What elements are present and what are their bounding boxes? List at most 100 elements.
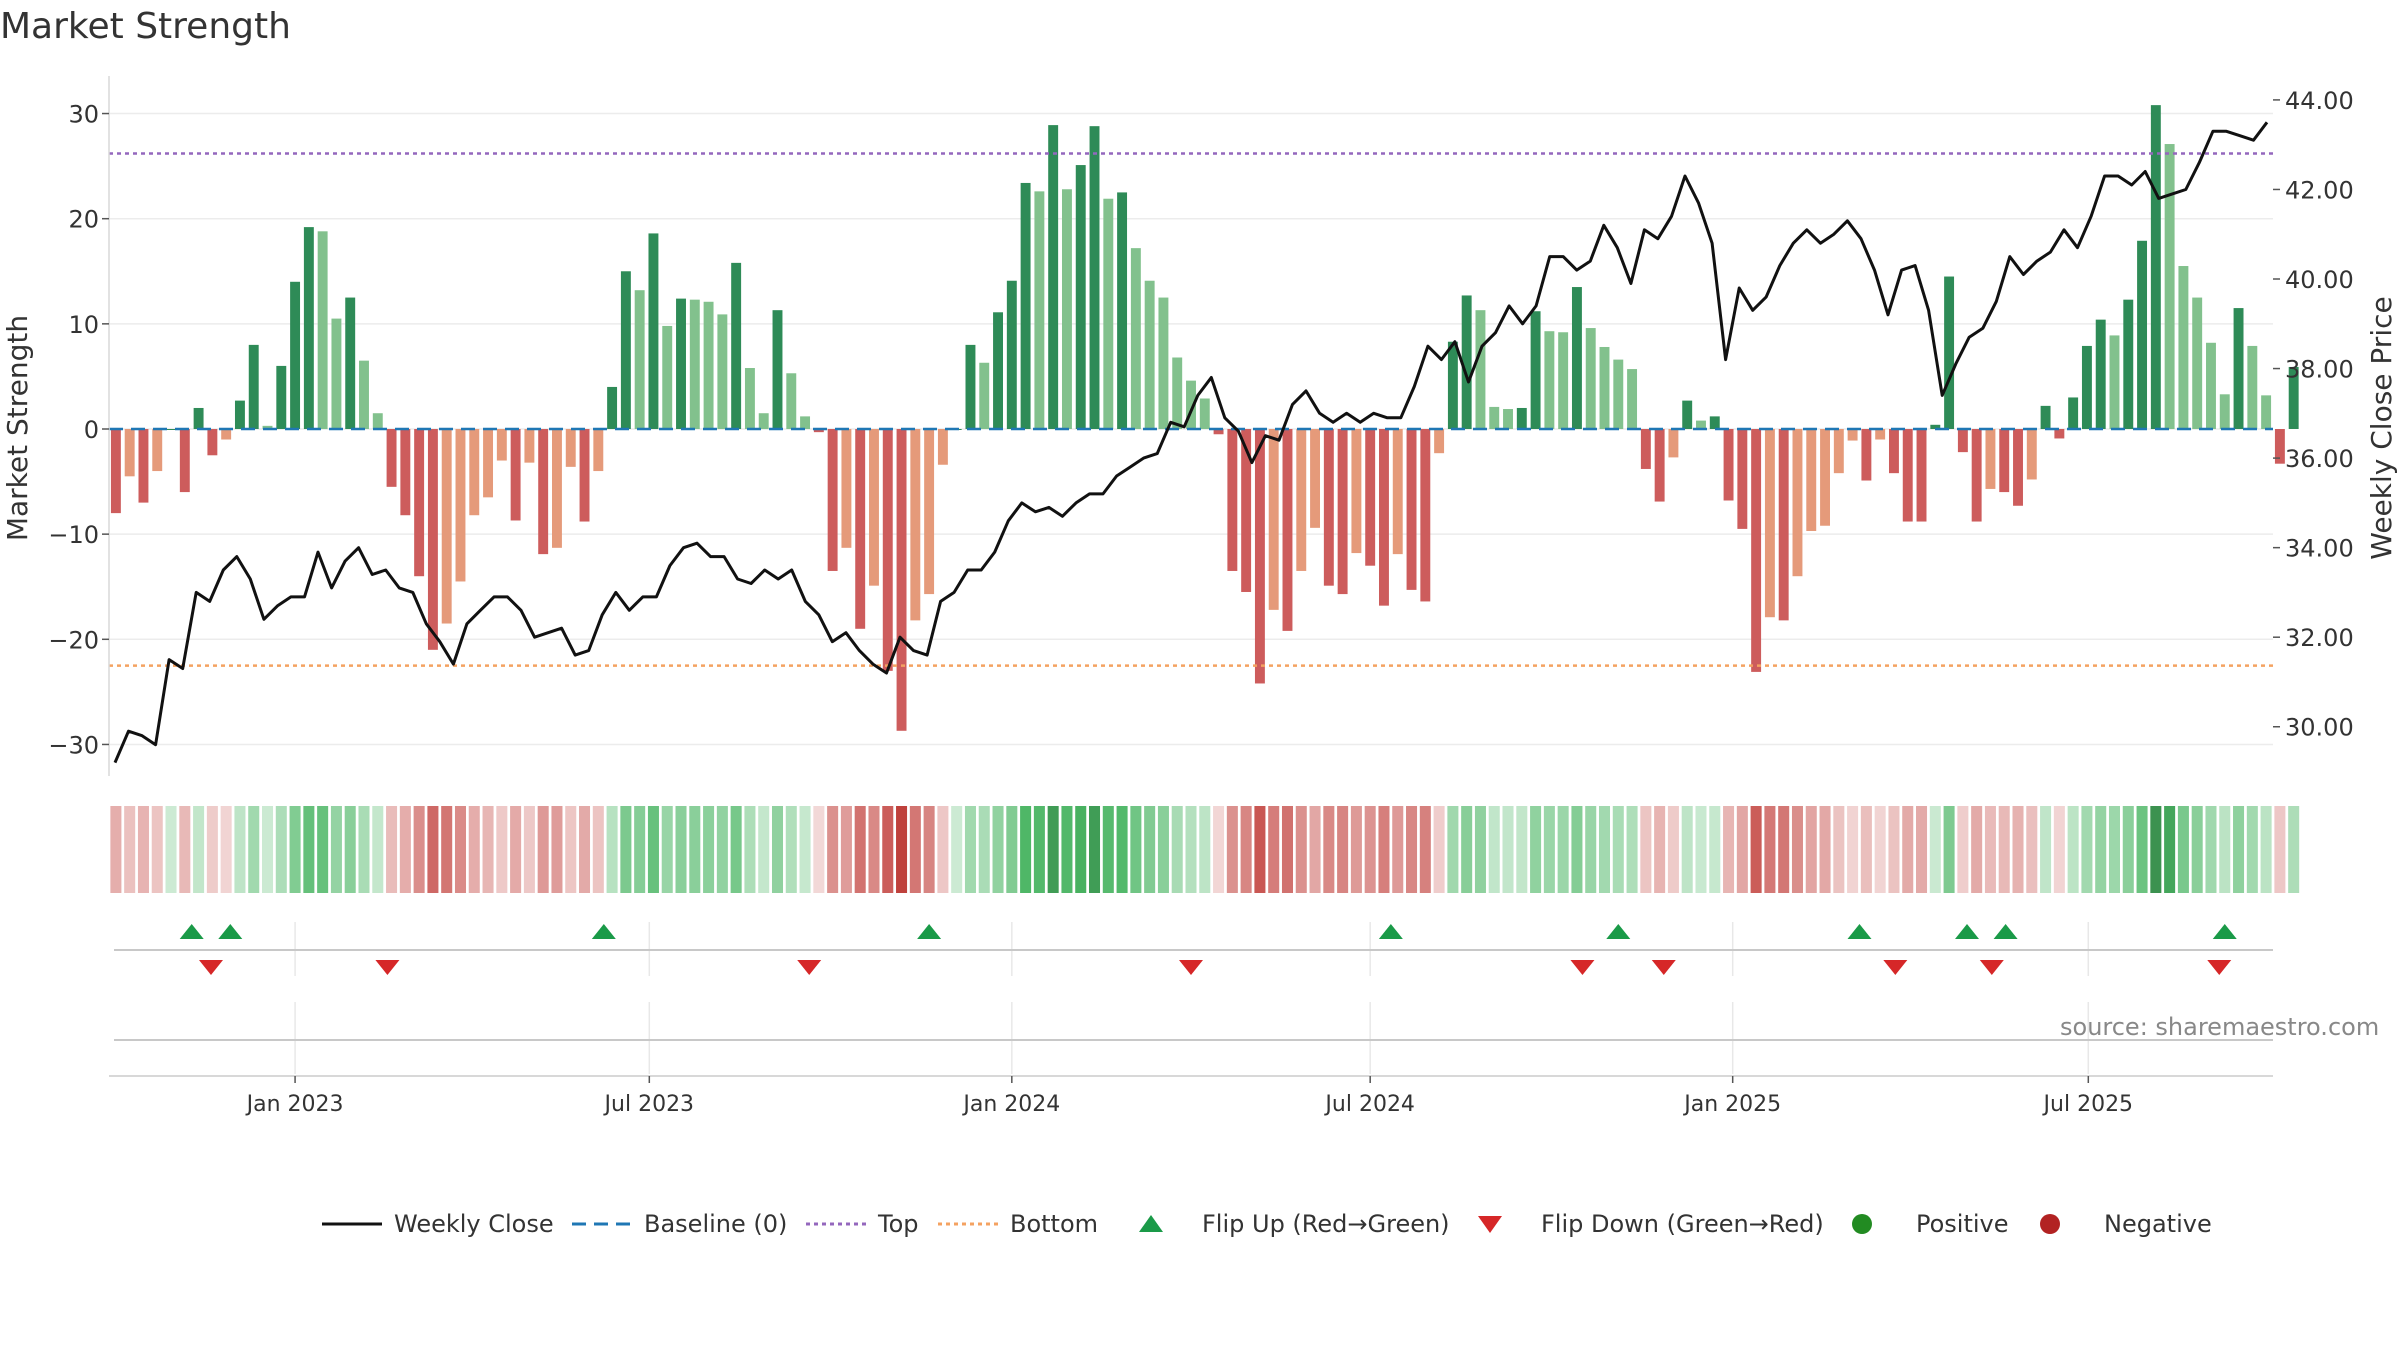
heat-cell bbox=[1406, 806, 1418, 893]
strength-bar bbox=[620, 271, 631, 429]
heat-cell bbox=[1943, 806, 1955, 893]
strength-bar bbox=[593, 429, 604, 472]
strength-bar bbox=[1296, 429, 1307, 571]
strength-bar bbox=[662, 325, 673, 429]
heat-cell bbox=[206, 806, 218, 893]
strength-bar bbox=[579, 429, 590, 522]
heat-cell bbox=[1598, 806, 1611, 893]
reference-lines bbox=[109, 152, 2273, 667]
heat-cell bbox=[1240, 806, 1252, 893]
flip-down-marker bbox=[1979, 960, 2004, 975]
strength-bar bbox=[1627, 369, 1638, 429]
heat-cell bbox=[1916, 806, 1928, 893]
strength-bar bbox=[262, 425, 273, 429]
heat-cell bbox=[1447, 806, 1459, 893]
strength-bar bbox=[937, 429, 948, 465]
heat-strip bbox=[110, 806, 2300, 893]
heat-cell bbox=[1433, 806, 1445, 893]
heat-cell bbox=[1226, 806, 1238, 893]
weekly-close-layer bbox=[113, 121, 2269, 764]
strength-bar bbox=[372, 413, 383, 429]
strength-bar bbox=[1006, 280, 1017, 429]
heat-cell bbox=[1323, 806, 1335, 893]
legend-label: Flip Down (Green→Red) bbox=[1541, 1210, 1824, 1238]
strength-bar bbox=[924, 429, 935, 595]
flip-up-marker bbox=[1606, 924, 1631, 939]
strength-bar bbox=[1916, 429, 1927, 522]
heat-cell bbox=[510, 806, 522, 893]
x-tick-label: Jul 2023 bbox=[603, 1092, 695, 1117]
heat-cell bbox=[840, 806, 852, 893]
strength-bar bbox=[1930, 424, 1941, 429]
heat-cell bbox=[1171, 806, 1183, 893]
strength-bar bbox=[869, 429, 879, 586]
heat-cell bbox=[647, 806, 659, 893]
heat-cell bbox=[468, 806, 480, 893]
heat-cell bbox=[344, 806, 356, 893]
heat-cell bbox=[2081, 806, 2093, 893]
y-tick-label: 20 bbox=[68, 206, 99, 234]
strength-bar bbox=[317, 231, 328, 429]
strength-bar bbox=[538, 429, 549, 555]
heat-cell bbox=[2012, 806, 2024, 893]
heat-cell bbox=[399, 806, 411, 893]
x-tick-label: Jan 2024 bbox=[961, 1092, 1060, 1117]
strength-bar bbox=[1544, 331, 1555, 429]
heat-cell bbox=[1281, 806, 1293, 893]
legend-item-bottom: Bottom bbox=[938, 1204, 1098, 1244]
heat-cell bbox=[758, 806, 770, 893]
flip-down-marker bbox=[1570, 960, 1595, 975]
strength-bar bbox=[1820, 429, 1831, 526]
y2-axis-label: Weekly Close Price bbox=[2365, 296, 2398, 559]
strength-bar bbox=[2247, 345, 2258, 429]
flip-up-marker bbox=[591, 924, 616, 939]
heat-cell bbox=[1020, 806, 1032, 893]
heat-cell bbox=[1736, 806, 1748, 893]
y2-tick-label: 40.00 bbox=[2285, 266, 2354, 294]
strength-bar bbox=[2219, 394, 2230, 429]
strength-bar bbox=[290, 281, 301, 429]
heat-cell bbox=[1461, 806, 1473, 893]
heat-cell bbox=[2205, 806, 2217, 893]
strength-bar bbox=[2150, 105, 2161, 429]
strength-bar bbox=[1737, 429, 1748, 529]
strength-bar bbox=[1944, 276, 1955, 429]
strength-bar bbox=[1103, 198, 1114, 429]
y2-tick-label: 44.00 bbox=[2285, 87, 2354, 115]
x-tick-label: Jan 2025 bbox=[1682, 1092, 1781, 1117]
heat-cell bbox=[289, 806, 301, 893]
heat-cell bbox=[2053, 806, 2065, 893]
heat-cell bbox=[303, 806, 315, 893]
heat-cell bbox=[937, 806, 949, 893]
strength-bar bbox=[2274, 429, 2285, 464]
strength-bar bbox=[1902, 429, 1913, 522]
heat-cell bbox=[1047, 806, 1059, 893]
strength-bar bbox=[2040, 405, 2051, 429]
strength-bar bbox=[1668, 429, 1679, 458]
heat-cell bbox=[1185, 806, 1197, 893]
strength-bar bbox=[193, 407, 204, 429]
heat-cell bbox=[1667, 806, 1679, 893]
heat-cell bbox=[1337, 806, 1349, 893]
strength-bar bbox=[1365, 429, 1376, 566]
strength-bar bbox=[359, 360, 369, 429]
legend-item-negative: Negative bbox=[2038, 1204, 2212, 1244]
strength-bar bbox=[1254, 429, 1265, 684]
heat-cell bbox=[1971, 806, 1983, 893]
strength-bar bbox=[1310, 429, 1321, 528]
heat-cell bbox=[827, 806, 839, 893]
legend-item-flip-up: Flip Up (Red→Green) bbox=[1136, 1204, 1450, 1244]
strength-bar bbox=[2288, 366, 2299, 429]
strength-bar bbox=[1406, 429, 1417, 590]
strength-bar bbox=[551, 429, 562, 548]
heat-cell bbox=[1557, 806, 1569, 893]
legend-label: Weekly Close bbox=[394, 1210, 554, 1238]
strength-bar bbox=[1654, 429, 1665, 502]
heat-cell bbox=[882, 806, 894, 893]
flip-up-marker bbox=[1993, 924, 2018, 939]
flip-up-marker bbox=[1378, 924, 1403, 939]
heat-cell bbox=[1089, 806, 1101, 893]
heat-cell bbox=[330, 806, 342, 893]
heat-cell bbox=[606, 806, 618, 893]
strength-bar bbox=[1764, 429, 1775, 618]
